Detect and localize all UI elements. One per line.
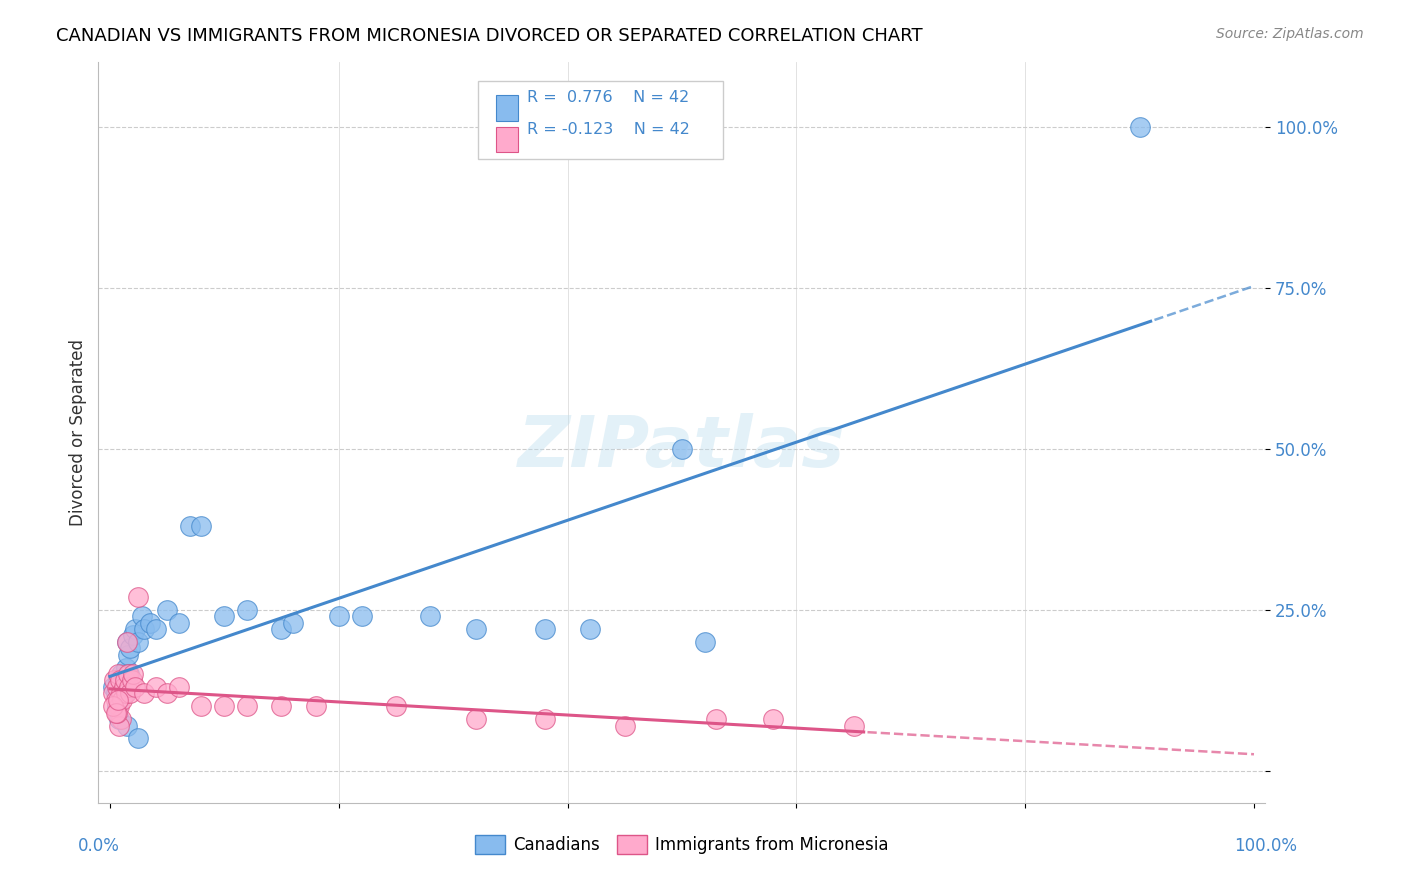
Point xyxy=(114,686,136,700)
Point xyxy=(328,609,350,624)
Point xyxy=(613,718,636,732)
Point xyxy=(179,519,201,533)
Point xyxy=(167,615,190,630)
Point xyxy=(533,622,555,636)
Point xyxy=(465,712,488,726)
Text: 0.0%: 0.0% xyxy=(77,837,120,855)
Point xyxy=(127,731,149,746)
Point xyxy=(107,693,129,707)
Point xyxy=(139,615,162,630)
Point xyxy=(118,680,141,694)
Point xyxy=(103,680,125,694)
Point xyxy=(104,686,127,700)
Point xyxy=(108,686,131,700)
Point xyxy=(115,635,138,649)
Point xyxy=(693,635,716,649)
Point xyxy=(579,622,602,636)
Point xyxy=(704,712,727,726)
Point xyxy=(108,699,131,714)
Point xyxy=(112,673,135,688)
Point xyxy=(108,718,131,732)
Point xyxy=(115,686,138,700)
Point xyxy=(127,635,149,649)
Point xyxy=(103,686,125,700)
Point xyxy=(117,667,139,681)
Point xyxy=(236,602,259,616)
Point xyxy=(156,602,179,616)
Point xyxy=(350,609,373,624)
Text: R = -0.123    N = 42: R = -0.123 N = 42 xyxy=(527,121,689,136)
Point xyxy=(281,615,304,630)
Point xyxy=(533,712,555,726)
Point xyxy=(111,680,134,694)
Point xyxy=(121,667,143,681)
FancyBboxPatch shape xyxy=(496,95,517,121)
Point xyxy=(103,673,125,688)
Point xyxy=(1128,120,1150,134)
Point xyxy=(167,680,190,694)
Point xyxy=(112,680,135,694)
Y-axis label: Divorced or Separated: Divorced or Separated xyxy=(69,339,87,526)
Point xyxy=(214,609,236,624)
Point xyxy=(305,699,328,714)
Point xyxy=(110,667,132,681)
Point xyxy=(115,660,138,674)
Point xyxy=(107,667,129,681)
Point xyxy=(108,712,131,726)
Point xyxy=(270,622,292,636)
Point xyxy=(419,609,441,624)
Point xyxy=(105,699,128,714)
Point xyxy=(120,686,142,700)
FancyBboxPatch shape xyxy=(496,127,517,152)
Point xyxy=(105,680,128,694)
Point xyxy=(124,680,146,694)
Point xyxy=(671,442,693,456)
Point xyxy=(111,693,134,707)
Point xyxy=(124,622,146,636)
Point xyxy=(108,673,131,688)
Point xyxy=(107,673,129,688)
Point xyxy=(104,706,127,720)
Text: ZIPatlas: ZIPatlas xyxy=(519,413,845,482)
Legend: Canadians, Immigrants from Micronesia: Canadians, Immigrants from Micronesia xyxy=(468,829,896,861)
Point xyxy=(236,699,259,714)
Point xyxy=(108,693,131,707)
Point xyxy=(115,635,138,649)
Point xyxy=(115,718,138,732)
Point xyxy=(190,519,212,533)
Text: CANADIAN VS IMMIGRANTS FROM MICRONESIA DIVORCED OR SEPARATED CORRELATION CHART: CANADIAN VS IMMIGRANTS FROM MICRONESIA D… xyxy=(56,27,922,45)
Point xyxy=(118,667,141,681)
Point xyxy=(120,641,142,656)
Point xyxy=(842,718,865,732)
Point xyxy=(103,699,125,714)
Point xyxy=(134,622,156,636)
Text: R =  0.776    N = 42: R = 0.776 N = 42 xyxy=(527,90,689,105)
Point xyxy=(145,680,167,694)
Point xyxy=(214,699,236,714)
Point xyxy=(134,686,156,700)
Point xyxy=(762,712,785,726)
Point xyxy=(105,706,128,720)
Point xyxy=(114,673,136,688)
Text: 100.0%: 100.0% xyxy=(1234,837,1296,855)
Text: Source: ZipAtlas.com: Source: ZipAtlas.com xyxy=(1216,27,1364,41)
Point xyxy=(121,673,143,688)
Point xyxy=(270,699,292,714)
Point xyxy=(465,622,488,636)
Point xyxy=(190,699,212,714)
Point xyxy=(131,609,153,624)
Point xyxy=(127,590,149,604)
Point xyxy=(104,693,127,707)
Point xyxy=(110,686,132,700)
Point xyxy=(121,628,143,642)
Point xyxy=(117,648,139,662)
FancyBboxPatch shape xyxy=(478,81,723,159)
Point xyxy=(110,712,132,726)
Point xyxy=(156,686,179,700)
Point xyxy=(385,699,408,714)
Point xyxy=(145,622,167,636)
